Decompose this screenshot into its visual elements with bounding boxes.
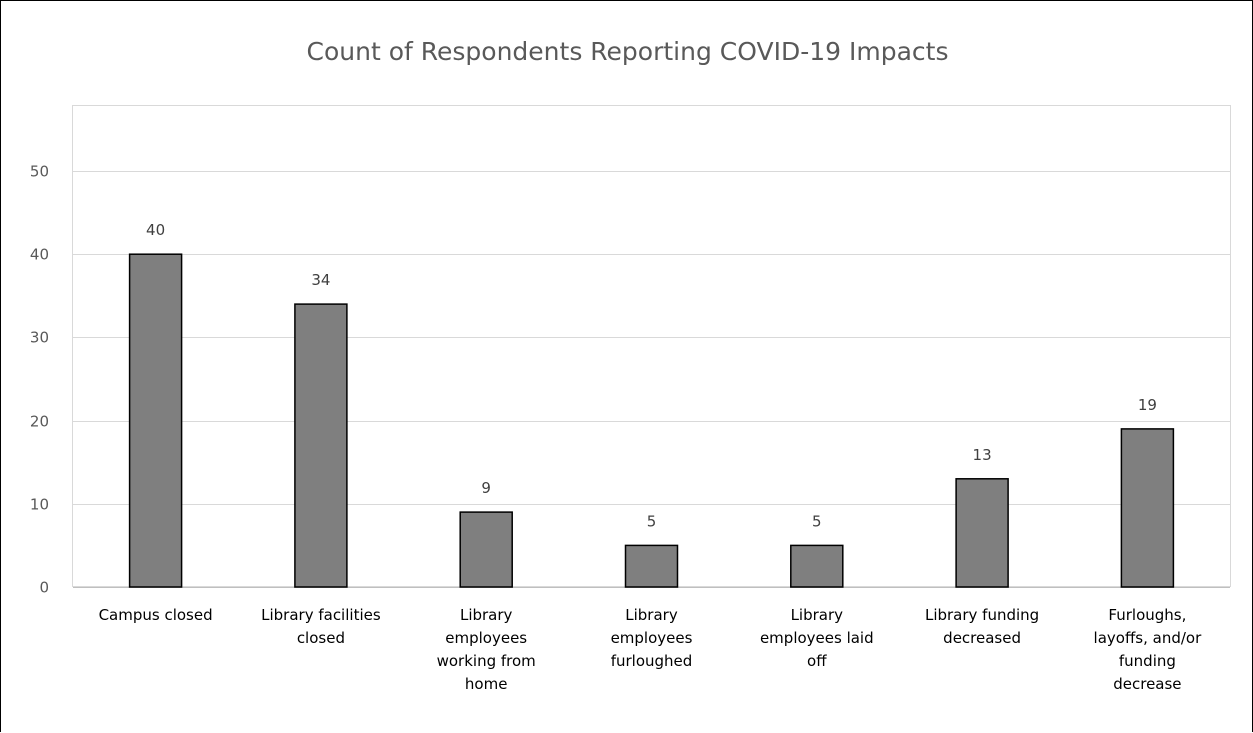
- y-tick-label: 30: [30, 329, 49, 347]
- data-labels: 40 34 9 5 5 13 19: [146, 221, 1157, 530]
- y-tick-label: 40: [30, 246, 49, 264]
- x-category-label: furloughed: [611, 652, 693, 670]
- x-category-label: Furloughs,: [1108, 606, 1186, 624]
- x-category-label: employees: [445, 629, 527, 647]
- bars: [128, 253, 1175, 588]
- x-category-label: employees laid: [760, 629, 874, 647]
- bar: [294, 303, 348, 588]
- data-label: 5: [647, 512, 657, 530]
- x-category-label: decrease: [1113, 675, 1181, 693]
- x-category-label: Library: [791, 606, 844, 624]
- data-label: 13: [973, 446, 992, 464]
- bar: [459, 511, 513, 588]
- y-axis-ticks: 0 10 20 30 40 50: [30, 163, 49, 597]
- x-category-label: funding: [1119, 652, 1176, 670]
- data-label: 19: [1138, 396, 1157, 414]
- x-category-label: Campus closed: [99, 606, 213, 624]
- x-category-label: Library: [460, 606, 513, 624]
- chart-title: Count of Respondents Reporting COVID-19 …: [306, 37, 949, 66]
- x-category-label: Library funding: [925, 606, 1039, 624]
- bar: [128, 253, 183, 588]
- bar: [624, 544, 679, 588]
- y-tick-label: 0: [39, 579, 49, 597]
- bar: [1120, 428, 1175, 588]
- data-label: 40: [146, 221, 165, 239]
- x-category-label: decreased: [943, 629, 1021, 647]
- data-label: 5: [812, 512, 822, 530]
- x-category-label: home: [465, 675, 508, 693]
- y-tick-label: 50: [30, 163, 49, 181]
- x-category-label: Library facilities: [261, 606, 381, 624]
- bar: [790, 544, 844, 588]
- y-tick-label: 10: [30, 496, 49, 514]
- x-category-label: employees: [611, 629, 693, 647]
- data-label: 34: [311, 271, 330, 289]
- x-axis-categories: Campus closed Library facilities closed Lib…: [99, 606, 1203, 693]
- x-category-label: layoffs, and/or: [1094, 629, 1203, 647]
- x-category-label: closed: [297, 629, 345, 647]
- x-category-label: off: [807, 652, 827, 670]
- y-tick-label: 20: [30, 413, 49, 431]
- data-label: 9: [481, 479, 491, 497]
- x-category-label: working from: [437, 652, 536, 670]
- x-category-label: Library: [625, 606, 678, 624]
- bar: [955, 478, 1009, 588]
